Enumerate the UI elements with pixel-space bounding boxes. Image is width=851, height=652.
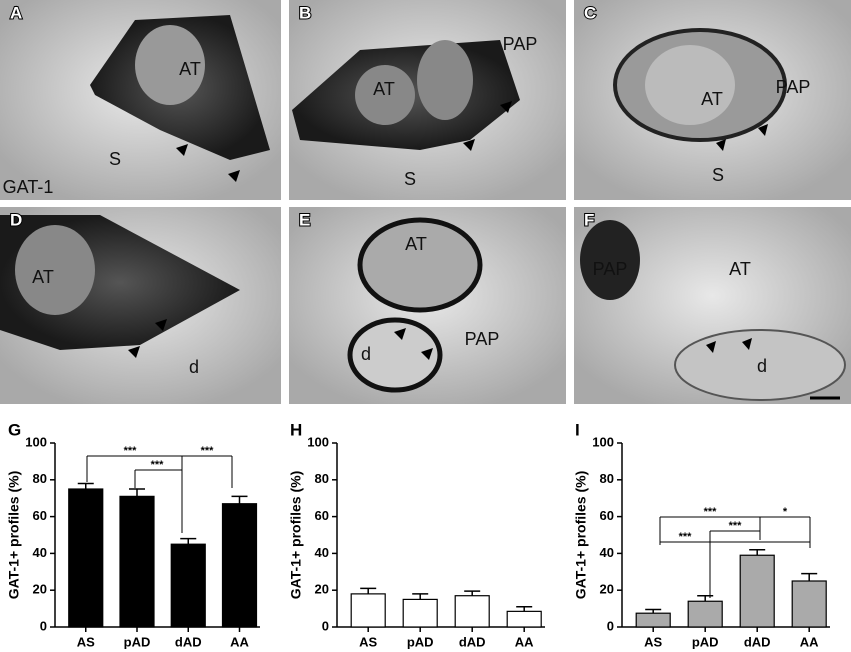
y-tick-label: 40 bbox=[33, 545, 47, 560]
bar bbox=[635, 612, 671, 628]
panel-letter: C bbox=[584, 3, 596, 22]
micrograph-label: AT bbox=[179, 59, 201, 79]
significance-label: *** bbox=[201, 445, 215, 457]
y-tick-label: 40 bbox=[315, 545, 329, 560]
y-axis-label: GAT-1+ profiles (%) bbox=[6, 471, 22, 599]
y-tick-label: 0 bbox=[607, 618, 614, 633]
y-tick-label: 100 bbox=[592, 434, 614, 449]
x-tick-label: AA bbox=[230, 634, 249, 649]
y-tick-label: 20 bbox=[600, 582, 614, 597]
significance-label: *** bbox=[679, 531, 693, 543]
x-tick-label: dAD bbox=[175, 634, 202, 649]
bar bbox=[454, 595, 490, 628]
micrograph-label: S bbox=[404, 169, 416, 189]
micrograph-label: GAT-1 bbox=[3, 177, 54, 197]
bar bbox=[68, 488, 104, 628]
micrograph-label: PAP bbox=[776, 77, 811, 97]
y-tick-label: 100 bbox=[307, 434, 329, 449]
y-tick-label: 60 bbox=[600, 508, 614, 523]
significance-label: *** bbox=[151, 459, 165, 471]
micrograph-label: d bbox=[757, 356, 767, 376]
y-tick-label: 80 bbox=[33, 471, 47, 486]
y-tick-label: 0 bbox=[40, 618, 47, 633]
bar bbox=[221, 503, 258, 628]
y-tick-label: 80 bbox=[600, 471, 614, 486]
micrograph-label: AT bbox=[729, 259, 751, 279]
bar bbox=[350, 593, 386, 628]
y-tick-label: 40 bbox=[600, 545, 614, 560]
y-tick-label: 100 bbox=[25, 434, 47, 449]
bar bbox=[119, 495, 155, 628]
arrowheads bbox=[128, 101, 768, 360]
y-tick-label: 80 bbox=[315, 471, 329, 486]
bar bbox=[170, 543, 206, 628]
bar bbox=[791, 580, 827, 628]
x-tick-label: AS bbox=[644, 634, 662, 649]
micrograph-label: PAP bbox=[465, 329, 500, 349]
significance-label: *** bbox=[124, 445, 138, 457]
micrograph-label: S bbox=[712, 165, 724, 185]
micrograph-label: AT bbox=[373, 79, 395, 99]
x-tick-label: dAD bbox=[459, 634, 486, 649]
micrograph-backgrounds bbox=[0, 0, 851, 404]
significance-label: * bbox=[783, 506, 788, 518]
y-axis-label: GAT-1+ profiles (%) bbox=[573, 471, 589, 599]
significance-label: *** bbox=[704, 506, 718, 518]
x-tick-label: AS bbox=[359, 634, 377, 649]
panel-letter: F bbox=[584, 210, 594, 229]
panel-letter: H bbox=[290, 420, 302, 439]
y-tick-label: 0 bbox=[322, 618, 329, 633]
x-tick-label: pAD bbox=[124, 634, 151, 649]
panel-letter: A bbox=[10, 3, 22, 22]
y-tick-label: 20 bbox=[33, 582, 47, 597]
y-tick-label: 60 bbox=[315, 508, 329, 523]
micrograph-label: PAP bbox=[593, 259, 628, 279]
micrograph-label: S bbox=[109, 149, 121, 169]
micrograph-label: AT bbox=[32, 267, 54, 287]
x-tick-label: dAD bbox=[744, 634, 771, 649]
panel-letter: G bbox=[8, 420, 21, 439]
x-tick-label: pAD bbox=[407, 634, 434, 649]
x-tick-label: AA bbox=[515, 634, 534, 649]
y-axis-label: GAT-1+ profiles (%) bbox=[288, 471, 304, 599]
bar bbox=[506, 610, 542, 628]
x-tick-label: AA bbox=[800, 634, 819, 649]
bar bbox=[739, 554, 775, 628]
micrograph-label: d bbox=[361, 344, 371, 364]
panel-letter: E bbox=[299, 210, 310, 229]
y-tick-label: 20 bbox=[315, 582, 329, 597]
y-tick-label: 60 bbox=[33, 508, 47, 523]
micrograph-label: AT bbox=[701, 89, 723, 109]
panel-letter: B bbox=[299, 3, 311, 22]
micrograph-label: d bbox=[189, 357, 199, 377]
micrograph-label: AT bbox=[405, 234, 427, 254]
panel-letter: D bbox=[10, 210, 22, 229]
bar bbox=[687, 600, 723, 628]
x-tick-label: AS bbox=[77, 634, 95, 649]
bar bbox=[402, 598, 438, 628]
significance-label: *** bbox=[729, 520, 743, 532]
x-tick-label: pAD bbox=[692, 634, 719, 649]
micrograph-label: PAP bbox=[503, 34, 538, 54]
panel-letter: I bbox=[575, 420, 580, 439]
